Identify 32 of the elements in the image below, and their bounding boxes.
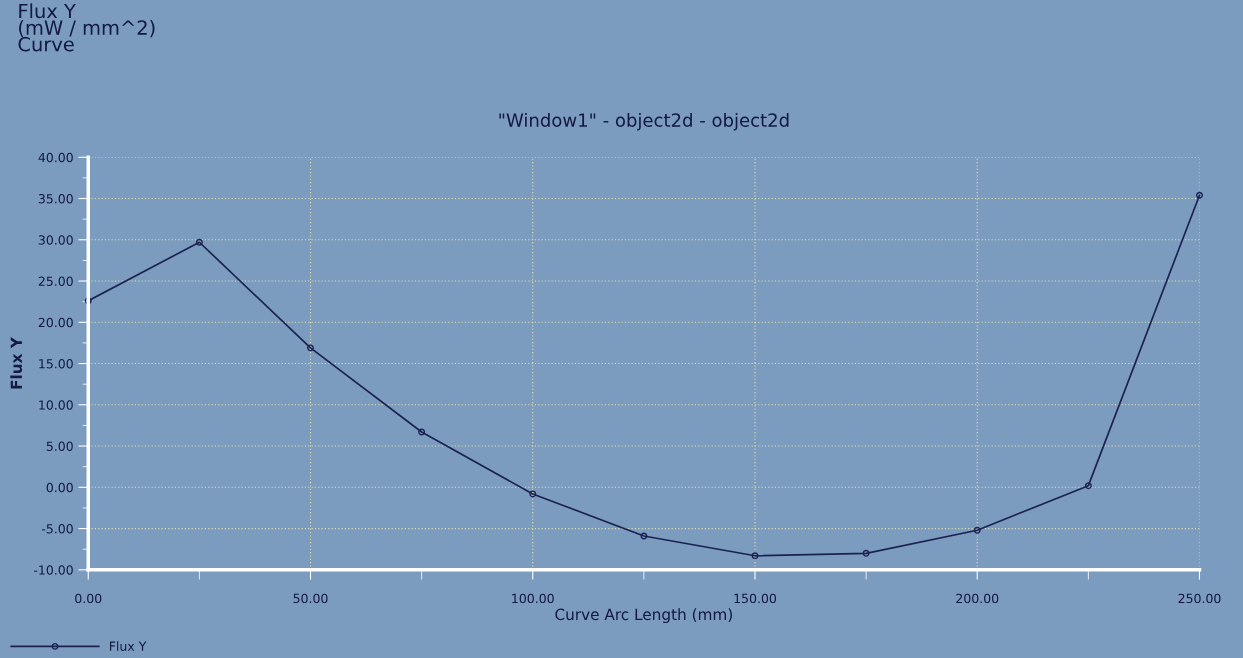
point: [1084, 482, 1092, 490]
point: [195, 238, 203, 246]
y-tick-label: 30.00: [38, 235, 73, 245]
x-axis-title: Curve Arc Length (mm): [555, 608, 732, 624]
x-tick-label: 250.00: [1178, 593, 1221, 604]
text: Flux Y (mW / mm^2) Curve: [18, 3, 155, 52]
chart-title: "Window1" - object2d - object2d: [499, 112, 789, 131]
y-tick-label: 25.00: [38, 276, 73, 286]
x-tick-label: 50.00: [293, 593, 328, 604]
y-tick-label: 0.00: [46, 482, 73, 493]
y-tick-label: 35.00: [38, 193, 73, 204]
x-tick-label: 200.00: [956, 593, 999, 604]
point: [862, 549, 870, 557]
y-axis-title: Flux Y: [10, 337, 23, 389]
y-tick-label: 20.00: [38, 317, 73, 328]
y-tick-label: -5.00: [41, 524, 73, 534]
point: [529, 490, 537, 498]
x-tick-label: 0.00: [75, 593, 102, 604]
point: [640, 532, 648, 540]
point: [418, 428, 426, 436]
point: [973, 526, 981, 534]
point: [1196, 191, 1203, 199]
text: Flux Y: [109, 641, 147, 651]
x-tick-label: 100.00: [512, 593, 554, 604]
y-tick-label: 40.00: [38, 152, 73, 163]
y-tick-label: -10.00: [33, 565, 73, 575]
x-tick-label: 150.00: [734, 593, 777, 604]
point: [751, 552, 759, 560]
y-tick-label: 5.00: [46, 441, 73, 451]
y-tick-label: 15.00: [39, 359, 73, 369]
y-tick-label: 10.00: [39, 400, 73, 410]
point: [307, 344, 314, 352]
